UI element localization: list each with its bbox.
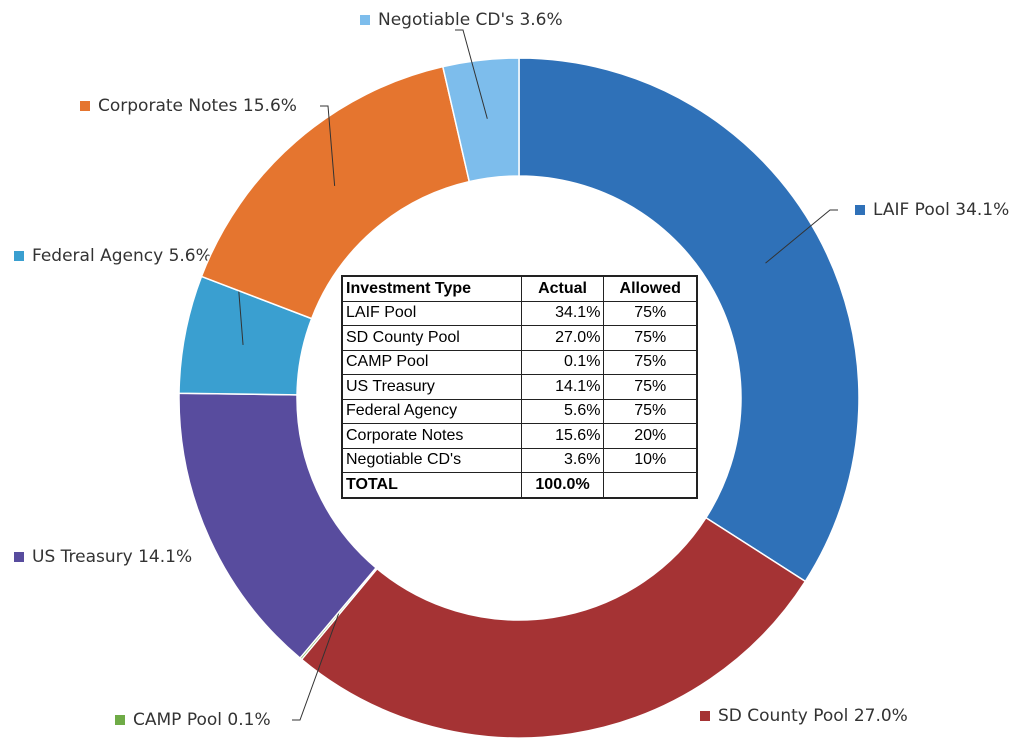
table-cell: 5.6% bbox=[520, 398, 605, 424]
table-cell bbox=[603, 472, 698, 498]
table-cell: Investment Type bbox=[341, 275, 522, 302]
table-cell: TOTAL bbox=[341, 472, 522, 498]
legend-swatch bbox=[14, 251, 24, 261]
table-row: CAMP Pool 0.1% 75% bbox=[341, 349, 698, 375]
slice-value: 14.1% bbox=[138, 547, 192, 567]
table-cell: 3.6% bbox=[520, 447, 605, 473]
slice-label: CAMP Pool 0.1% bbox=[133, 710, 271, 730]
slice-value: 3.6% bbox=[519, 10, 562, 30]
table-row: SD County Pool 27.0% 75% bbox=[341, 325, 698, 351]
slice-name: SD County Pool bbox=[718, 706, 848, 726]
slice-label: LAIF Pool 34.1% bbox=[873, 200, 1009, 220]
slice-name: LAIF Pool bbox=[873, 200, 950, 220]
donut-slice bbox=[300, 516, 807, 739]
slice-value: 5.6% bbox=[169, 246, 212, 266]
slice-label: Corporate Notes 15.6% bbox=[98, 96, 297, 116]
table-cell: 10% bbox=[603, 447, 698, 473]
allocation-table: Investment Type Actual Allowed LAIF Pool 34.… bbox=[341, 275, 698, 499]
table-cell: 0.1% bbox=[520, 349, 605, 375]
table-row: TOTAL 100.0% bbox=[341, 472, 698, 498]
table-cell: 75% bbox=[603, 349, 698, 375]
table-cell: Federal Agency bbox=[341, 398, 522, 424]
slice-value: 34.1% bbox=[955, 200, 1009, 220]
table-row: US Treasury 14.1% 75% bbox=[341, 374, 698, 400]
slice-label: Negotiable CD's 3.6% bbox=[378, 10, 563, 30]
slice-name: US Treasury bbox=[32, 547, 133, 567]
leader-line bbox=[292, 613, 340, 721]
slice-name: CAMP Pool bbox=[133, 710, 222, 730]
table-cell: 27.0% bbox=[520, 325, 605, 351]
leader-line bbox=[455, 29, 488, 119]
table-row: Federal Agency 5.6% 75% bbox=[341, 398, 698, 424]
table-cell: LAIF Pool bbox=[341, 300, 522, 326]
table-cell: 34.1% bbox=[520, 300, 605, 326]
legend-swatch bbox=[855, 205, 865, 215]
donut-slice bbox=[441, 57, 520, 183]
table-cell: 75% bbox=[603, 300, 698, 326]
table-row: Negotiable CD's 3.6% 10% bbox=[341, 447, 698, 473]
table-row: LAIF Pool 34.1% 75% bbox=[341, 300, 698, 326]
table-cell: Allowed bbox=[603, 275, 698, 302]
legend-swatch bbox=[14, 552, 24, 562]
table-cell: Corporate Notes bbox=[341, 423, 522, 449]
table-cell: Actual bbox=[520, 275, 605, 302]
table-row: Investment Type Actual Allowed bbox=[341, 275, 698, 302]
table-cell: 20% bbox=[603, 423, 698, 449]
legend-swatch bbox=[115, 715, 125, 725]
leader-line bbox=[320, 105, 336, 186]
table-cell: Negotiable CD's bbox=[341, 447, 522, 473]
donut-slice bbox=[518, 57, 860, 583]
table-cell: 15.6% bbox=[520, 423, 605, 449]
table-row: Corporate Notes 15.6% 20% bbox=[341, 423, 698, 449]
slice-value: 27.0% bbox=[854, 706, 908, 726]
slice-value: 15.6% bbox=[243, 96, 297, 116]
slice-label: Federal Agency 5.6% bbox=[32, 246, 212, 266]
table-cell: 75% bbox=[603, 398, 698, 424]
legend-swatch bbox=[80, 101, 90, 111]
leader-line bbox=[765, 209, 838, 264]
table-cell: SD County Pool bbox=[341, 325, 522, 351]
table-cell: 75% bbox=[603, 374, 698, 400]
slice-label: US Treasury 14.1% bbox=[32, 547, 192, 567]
table-cell: 75% bbox=[603, 325, 698, 351]
slice-value: 0.1% bbox=[227, 710, 270, 730]
slice-name: Federal Agency bbox=[32, 246, 163, 266]
table-cell: US Treasury bbox=[341, 374, 522, 400]
table-cell: 100.0% bbox=[520, 472, 605, 498]
table-cell: CAMP Pool bbox=[341, 349, 522, 375]
slice-name: Negotiable CD's bbox=[378, 10, 514, 30]
legend-swatch bbox=[360, 15, 370, 25]
slice-label: SD County Pool 27.0% bbox=[718, 706, 908, 726]
legend-swatch bbox=[700, 711, 710, 721]
slice-name: Corporate Notes bbox=[98, 96, 238, 116]
table-cell: 14.1% bbox=[520, 374, 605, 400]
